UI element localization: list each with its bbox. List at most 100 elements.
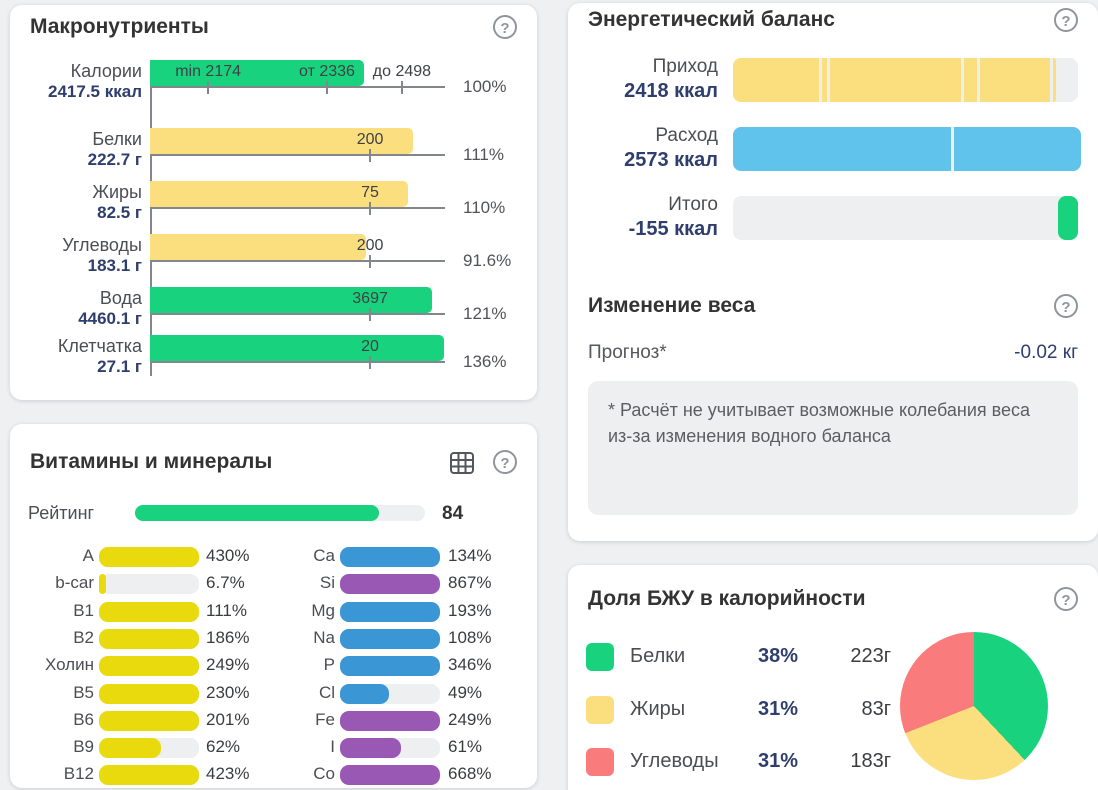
- micronutrient-bar-track: [340, 738, 440, 758]
- vitamins-card: Витамины и минералы ? Рейтинг 84 A 430% b-…: [10, 424, 537, 788]
- micronutrient-percent: 249%: [448, 710, 492, 729]
- legend-percent: 31%: [757, 750, 798, 772]
- macro-value: 27.1 г: [97, 356, 142, 376]
- micronutrient-bar-track: [340, 684, 440, 704]
- micronutrient-percent: 186%: [206, 628, 250, 647]
- micronutrient-bar-fill: [340, 547, 440, 567]
- energy-bar-track: [733, 58, 1078, 102]
- help-icon[interactable]: ?: [1054, 8, 1078, 32]
- macro-mark-label: 20: [361, 338, 379, 355]
- micronutrient-percent: 49%: [448, 683, 483, 702]
- macro-tick: [369, 255, 372, 268]
- micronutrient-percent: 134%: [448, 546, 492, 565]
- macro-name: Вода: [99, 288, 142, 308]
- legend-swatch: [586, 643, 614, 671]
- micronutrient-percent: 108%: [448, 628, 492, 647]
- energy-bar-segment: [1058, 196, 1078, 240]
- energy-balance-title: Энергетический баланс: [588, 8, 835, 31]
- macro-mark-label: 200: [356, 237, 384, 254]
- micronutrient-percent: 668%: [448, 764, 492, 783]
- help-icon[interactable]: ?: [1054, 587, 1078, 611]
- micronutrient-name: Fe: [315, 710, 335, 729]
- macro-axis-line: [150, 260, 445, 262]
- micronutrient-bar-fill: [340, 602, 440, 622]
- micronutrient-bar-fill: [340, 711, 440, 731]
- macro-bar: [150, 234, 366, 260]
- micronutrient-percent: 201%: [206, 710, 250, 729]
- micronutrient-name: Co: [313, 764, 335, 783]
- macro-mark-label: 75: [361, 184, 379, 201]
- macro-axis-line: [150, 361, 445, 363]
- macro-tick: [326, 81, 328, 94]
- micronutrient-bar-track: [99, 765, 199, 785]
- energy-bar-segment: [964, 58, 977, 102]
- macro-value: 2417.5 ккал: [48, 81, 142, 101]
- micronutrient-bar-fill: [99, 684, 199, 704]
- macro-name: Калории: [70, 61, 142, 81]
- micronutrient-bar-fill: [99, 547, 199, 567]
- micronutrient-bar-fill: [99, 629, 199, 649]
- micronutrient-bar-track: [340, 711, 440, 731]
- legend-label: Жиры: [630, 698, 686, 720]
- vitamins-title: Витамины и минералы: [30, 450, 273, 473]
- macro-axis: [150, 60, 152, 376]
- micronutrient-bar-fill: [340, 684, 389, 704]
- macronutrients-title: Макронутриенты: [30, 15, 209, 38]
- weight-note: * Расчёт не учитывает возможные колебани…: [588, 381, 1078, 515]
- table-icon: [450, 452, 474, 474]
- micronutrient-percent: 111%: [206, 601, 247, 620]
- legend-grams: 223г: [850, 645, 891, 667]
- micronutrient-percent: 346%: [448, 655, 492, 674]
- micronutrient-name: Na: [313, 628, 335, 647]
- micronutrient-name: B6: [73, 710, 94, 729]
- macro-tick: [369, 308, 372, 321]
- macro-percent: 111%: [463, 145, 504, 164]
- macro-tick: [369, 356, 372, 369]
- macro-mark-label: 200: [356, 131, 384, 148]
- macro-share-card: Доля БЖУ в калорийности ? Белки 38% 223г Жи…: [568, 565, 1098, 790]
- macro-share-legend: Белки 38% 223г Жиры 31% 83г Углеводы 31% 183г: [568, 565, 908, 790]
- micronutrient-percent: 430%: [206, 546, 250, 565]
- energy-bar-segment: [822, 58, 827, 102]
- micronutrient-name: B2: [73, 628, 94, 647]
- help-icon[interactable]: ?: [493, 450, 517, 474]
- macro-row-label: Белки 222.7 г: [24, 129, 142, 169]
- macro-row-label: Калории 2417.5 ккал: [24, 61, 142, 101]
- rating-track: [135, 505, 425, 521]
- micronutrient-bar-fill: [340, 738, 401, 758]
- help-icon[interactable]: ?: [1054, 294, 1078, 318]
- energy-bar-segment: [830, 58, 961, 102]
- energy-balance-chart: Приход 2418 ккал Расход 2573 ккал Итого -155 …: [568, 3, 1098, 263]
- table-view-button[interactable]: [449, 450, 475, 476]
- energy-name: Итого: [668, 194, 718, 215]
- macro-mark-label: до 2498: [372, 63, 432, 80]
- micronutrient-percent: 6.7%: [206, 573, 245, 592]
- micronutrient-name: Ca: [313, 546, 335, 565]
- energy-balance-card: Энергетический баланс ? Приход 2418 ккал Р…: [568, 3, 1098, 541]
- micronutrient-bar-track: [340, 547, 440, 567]
- macro-share-title: Доля БЖУ в калорийности: [588, 587, 866, 610]
- micronutrient-name: I: [330, 737, 335, 756]
- micronutrient-name: A: [82, 546, 94, 565]
- micronutrient-name: P: [323, 655, 335, 674]
- micronutrient-bar-track: [99, 629, 199, 649]
- weight-change-title: Изменение веса: [588, 294, 756, 317]
- macro-row-label: Вода 4460.1 г: [24, 288, 142, 328]
- macro-name: Углеводы: [62, 235, 142, 255]
- micronutrient-bar-fill: [99, 602, 199, 622]
- macro-axis-line: [150, 207, 445, 209]
- help-icon[interactable]: ?: [493, 15, 517, 39]
- macro-bar: [150, 335, 444, 361]
- micronutrient-bar-track: [340, 629, 440, 649]
- micronutrient-bar-track: [340, 602, 440, 622]
- macro-percent: 100%: [463, 77, 507, 96]
- micronutrient-bar-fill: [99, 656, 199, 676]
- micronutrient-percent: 867%: [448, 573, 492, 592]
- legend-percent: 38%: [757, 645, 798, 667]
- energy-name: Расход: [655, 125, 718, 146]
- micronutrient-bar-track: [99, 574, 199, 594]
- energy-row-label: Итого -155 ккал: [568, 194, 718, 241]
- micronutrient-bar-fill: [340, 574, 440, 594]
- micronutrient-bar-track: [99, 684, 199, 704]
- micronutrient-name: b-car: [55, 573, 94, 592]
